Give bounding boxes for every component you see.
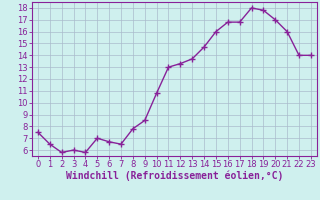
X-axis label: Windchill (Refroidissement éolien,°C): Windchill (Refroidissement éolien,°C) [66, 171, 283, 181]
